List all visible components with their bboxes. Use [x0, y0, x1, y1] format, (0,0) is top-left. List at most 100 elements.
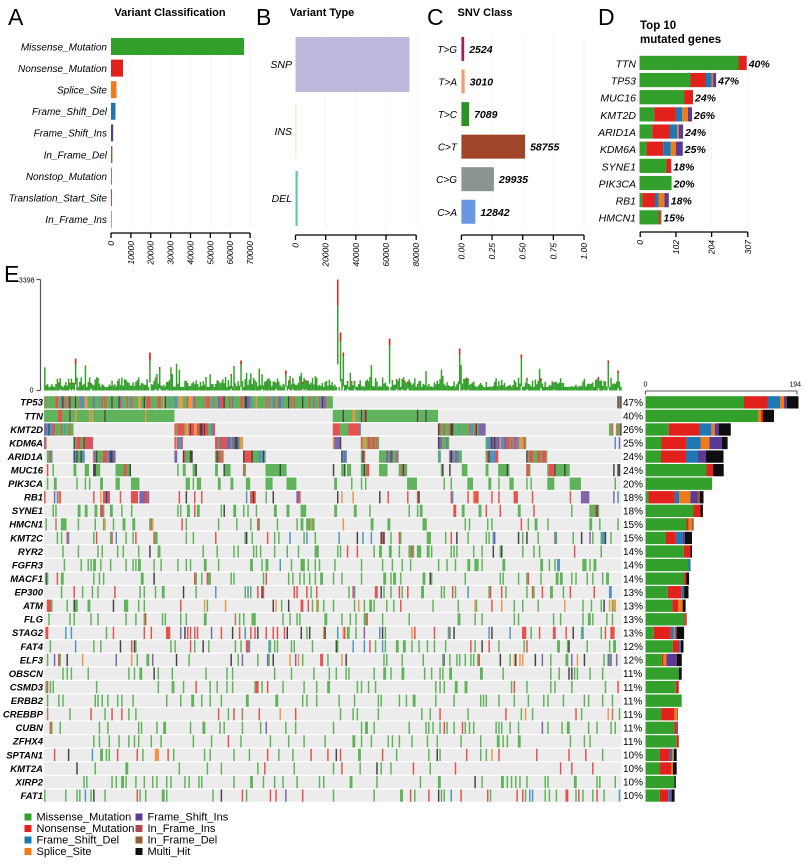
svg-text:DEL: DEL — [272, 193, 293, 205]
svg-text:ZFHX4: ZFHX4 — [12, 737, 44, 748]
svg-text:18%: 18% — [623, 506, 643, 517]
svg-text:Missense_Mutation: Missense_Mutation — [21, 42, 108, 53]
svg-text:11%: 11% — [623, 683, 642, 694]
svg-text:PIK3CA: PIK3CA — [599, 178, 636, 190]
svg-text:10%: 10% — [623, 764, 643, 775]
svg-text:In_Frame_Del: In_Frame_Del — [148, 835, 218, 847]
svg-text:15%: 15% — [623, 520, 643, 531]
svg-text:13%: 13% — [623, 629, 643, 640]
svg-text:12%: 12% — [623, 642, 643, 653]
svg-text:SNP: SNP — [270, 59, 292, 71]
svg-text:HMCN1: HMCN1 — [9, 520, 43, 531]
svg-text:FAT1: FAT1 — [20, 791, 43, 802]
svg-text:RB1: RB1 — [24, 493, 43, 504]
svg-text:26%: 26% — [693, 110, 716, 122]
svg-text:11%: 11% — [623, 710, 642, 721]
svg-text:29935: 29935 — [498, 174, 528, 186]
svg-text:Frame_Shift_Ins: Frame_Shift_Ins — [34, 129, 107, 140]
svg-text:C>G: C>G — [436, 175, 457, 186]
svg-text:SNV Class: SNV Class — [457, 7, 512, 19]
svg-text:40000: 40000 — [351, 243, 361, 267]
svg-text:Frame_Shift_Del: Frame_Shift_Del — [32, 107, 108, 118]
svg-text:204: 204 — [707, 240, 717, 255]
svg-text:40%: 40% — [748, 58, 771, 70]
svg-text:SPTAN1: SPTAN1 — [6, 750, 43, 761]
svg-text:ARID1A: ARID1A — [7, 452, 44, 463]
svg-text:RB1: RB1 — [616, 196, 636, 208]
svg-text:TP53: TP53 — [20, 398, 43, 409]
svg-text:CSMD3: CSMD3 — [10, 682, 44, 693]
svg-text:10%: 10% — [623, 791, 643, 802]
svg-text:D: D — [598, 4, 615, 30]
svg-text:In_Frame_Del: In_Frame_Del — [44, 150, 108, 161]
svg-text:12%: 12% — [623, 656, 643, 667]
svg-text:Nonstop_Mutation: Nonstop_Mutation — [26, 172, 108, 183]
svg-text:18%: 18% — [623, 493, 643, 504]
svg-text:ATM: ATM — [22, 601, 44, 612]
svg-text:STAG2: STAG2 — [12, 628, 44, 639]
svg-text:40%: 40% — [623, 412, 643, 423]
svg-text:10%: 10% — [623, 778, 643, 789]
svg-text:KDM6A: KDM6A — [9, 438, 43, 449]
svg-text:mutated genes: mutated genes — [640, 34, 721, 46]
svg-text:15%: 15% — [623, 534, 643, 545]
svg-text:20%: 20% — [623, 479, 643, 490]
svg-text:TTN: TTN — [25, 411, 45, 422]
svg-text:C>A: C>A — [437, 208, 457, 219]
svg-text:25%: 25% — [684, 144, 707, 156]
svg-text:13%: 13% — [623, 615, 643, 626]
svg-text:OBSCN: OBSCN — [9, 669, 44, 680]
svg-text:24%: 24% — [623, 466, 643, 477]
svg-text:SYNE1: SYNE1 — [602, 161, 636, 173]
svg-text:FLG: FLG — [24, 615, 44, 626]
svg-text:Nonsense_Mutation: Nonsense_Mutation — [37, 823, 135, 835]
svg-text:KDM6A: KDM6A — [600, 144, 636, 156]
svg-text:A: A — [8, 4, 24, 30]
svg-text:10%: 10% — [623, 751, 643, 762]
svg-text:11%: 11% — [623, 696, 642, 707]
svg-text:1.00: 1.00 — [579, 243, 589, 260]
svg-text:25%: 25% — [623, 439, 643, 450]
svg-text:7089: 7089 — [474, 109, 498, 121]
svg-text:10000: 10000 — [126, 241, 136, 265]
svg-text:KMT2A: KMT2A — [10, 764, 43, 775]
svg-text:12842: 12842 — [480, 207, 509, 219]
svg-text:20000: 20000 — [321, 243, 331, 268]
svg-text:KMT2D: KMT2D — [600, 110, 636, 122]
svg-text:CUBN: CUBN — [16, 723, 45, 734]
svg-text:FGFR3: FGFR3 — [12, 560, 44, 571]
svg-text:SYNE1: SYNE1 — [12, 506, 43, 517]
svg-text:0.50: 0.50 — [518, 243, 528, 260]
svg-text:T>A: T>A — [438, 78, 457, 89]
svg-text:13%: 13% — [623, 588, 643, 599]
svg-text:In_Frame_Ins: In_Frame_Ins — [45, 215, 107, 226]
svg-text:0: 0 — [106, 241, 116, 246]
svg-text:0: 0 — [644, 382, 648, 389]
svg-text:47%: 47% — [717, 75, 740, 87]
svg-text:11%: 11% — [623, 723, 642, 734]
svg-text:2524: 2524 — [468, 44, 493, 56]
svg-text:Multi_Hit: Multi_Hit — [148, 846, 191, 858]
svg-text:0: 0 — [635, 240, 645, 245]
svg-text:102: 102 — [671, 240, 681, 254]
svg-text:ERBB2: ERBB2 — [11, 696, 44, 707]
svg-text:Variant Type: Variant Type — [290, 7, 355, 19]
svg-text:11%: 11% — [623, 737, 642, 748]
svg-text:Top 10: Top 10 — [640, 20, 676, 32]
svg-text:58755: 58755 — [530, 142, 559, 154]
svg-text:KMT2D: KMT2D — [10, 425, 43, 436]
svg-text:XIRP2: XIRP2 — [15, 777, 44, 788]
svg-text:0.75: 0.75 — [548, 243, 558, 260]
svg-text:TP53: TP53 — [611, 75, 636, 87]
svg-text:20000: 20000 — [146, 241, 156, 266]
svg-text:50000: 50000 — [205, 241, 215, 265]
svg-text:80000: 80000 — [411, 243, 421, 267]
svg-text:C: C — [427, 4, 444, 30]
svg-text:ELF3: ELF3 — [20, 655, 44, 666]
svg-text:T>C: T>C — [438, 110, 458, 121]
svg-text:3398: 3398 — [19, 278, 35, 285]
svg-text:194: 194 — [789, 382, 801, 389]
svg-text:18%: 18% — [673, 161, 695, 173]
svg-text:PIK3CA: PIK3CA — [8, 479, 43, 490]
svg-text:Splice_Site: Splice_Site — [57, 86, 107, 97]
